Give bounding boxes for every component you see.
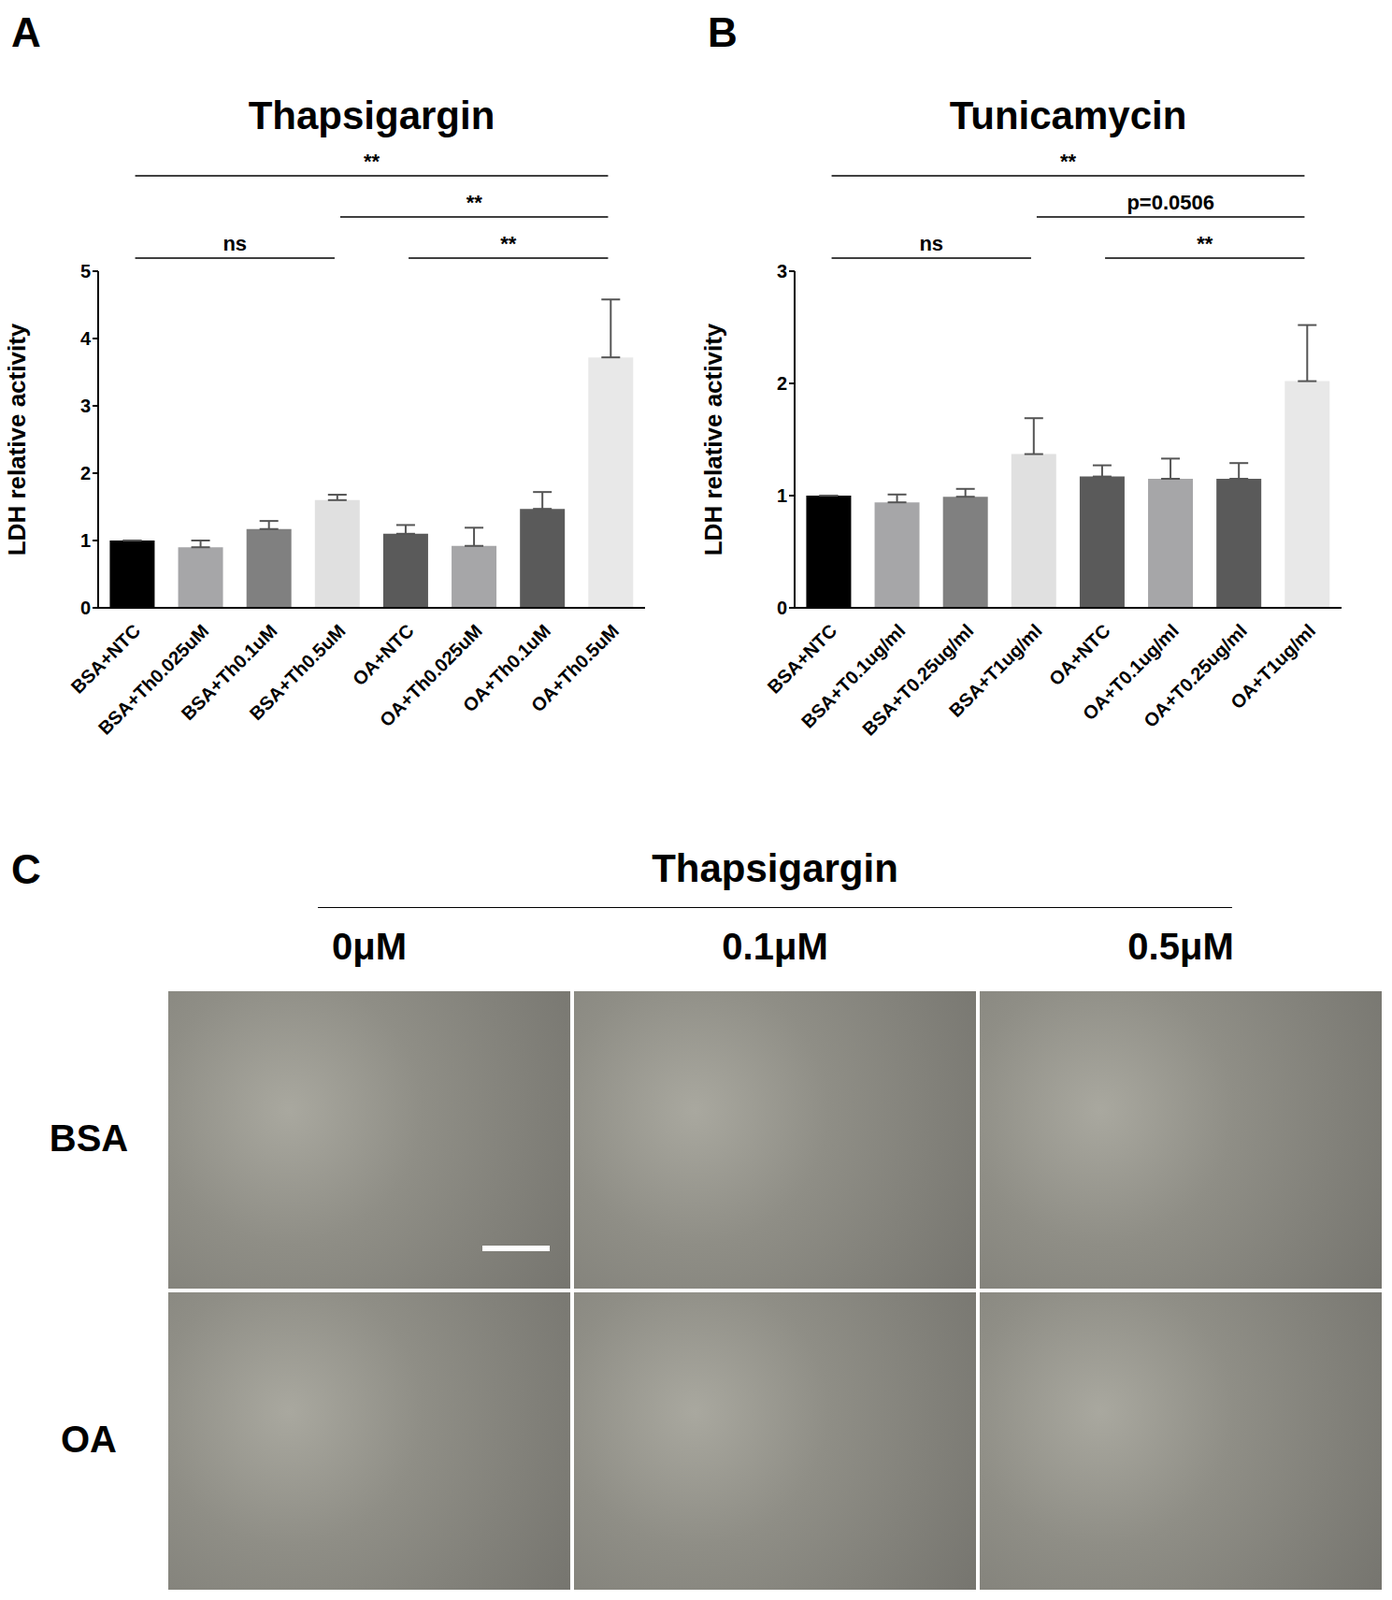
svg-text:LDH relative activity: LDH relative activity [699,322,728,556]
svg-text:1: 1 [776,485,788,506]
svg-text:BSA+T1ug/ml: BSA+T1ug/ml [945,619,1047,721]
svg-text:5: 5 [80,260,91,282]
svg-text:OA+Th0.1uM: OA+Th0.1uM [458,619,555,716]
svg-text:OA+Th0.5uM: OA+Th0.5uM [527,619,623,716]
html-text:C: C [11,846,41,892]
svg-text:OA+T0.25ug/ml: OA+T0.25ug/ml [1139,619,1251,732]
html-text:BSA: BSA [49,1117,129,1159]
html-text:OA: OA [60,1418,117,1460]
html-text:Tunicamycin: Tunicamycin [949,93,1187,138]
svg-text:BSA+T0.25ug/ml: BSA+T0.25ug/ml [858,619,978,740]
html-text:Thapsigargin: Thapsigargin [248,93,495,138]
svg-text:**: ** [466,190,484,215]
html-text:B: B [707,9,738,56]
svg-text:OA+NTC: OA+NTC [348,619,418,689]
svg-text:0: 0 [776,597,788,618]
svg-text:0: 0 [80,597,91,618]
svg-text:**: ** [500,231,517,256]
html-text:Thapsigargin: Thapsigargin [651,846,899,890]
svg-text:OA+Th0.025uM: OA+Th0.025uM [375,619,487,731]
html-text:0μM: 0μM [331,925,407,967]
svg-text:**: ** [1060,149,1077,173]
svg-text:2: 2 [776,373,788,394]
svg-text:p=0.0506: p=0.0506 [1126,190,1215,215]
html-text:0.5μM: 0.5μM [1127,925,1234,967]
svg-text:**: ** [1196,231,1214,256]
svg-text:**: ** [363,149,381,173]
svg-text:1: 1 [80,530,91,551]
svg-text:3: 3 [776,260,788,282]
svg-text:OA+T0.1ug/ml: OA+T0.1ug/ml [1078,619,1183,724]
html-text:A: A [11,9,41,56]
svg-text:BSA+Th0.1uM: BSA+Th0.1uM [177,619,281,724]
html-text:0.1μM: 0.1μM [721,925,829,967]
svg-text:2: 2 [80,462,91,484]
svg-text:4: 4 [80,328,92,349]
svg-text:OA+T1ug/ml: OA+T1ug/ml [1226,619,1320,713]
svg-text:BSA+NTC: BSA+NTC [763,619,841,698]
svg-text:BSA+T0.1ug/ml: BSA+T0.1ug/ml [797,619,910,732]
svg-text:LDH relative activity: LDH relative activity [2,322,31,556]
svg-text:ns: ns [222,231,247,256]
svg-text:ns: ns [918,231,944,256]
svg-text:BSA+Th0.5uM: BSA+Th0.5uM [245,619,350,724]
svg-text:3: 3 [80,395,91,417]
svg-text:BSA+Th0.025uM: BSA+Th0.025uM [94,619,214,739]
svg-text:OA+NTC: OA+NTC [1045,619,1115,689]
svg-text:BSA+NTC: BSA+NTC [66,619,145,698]
